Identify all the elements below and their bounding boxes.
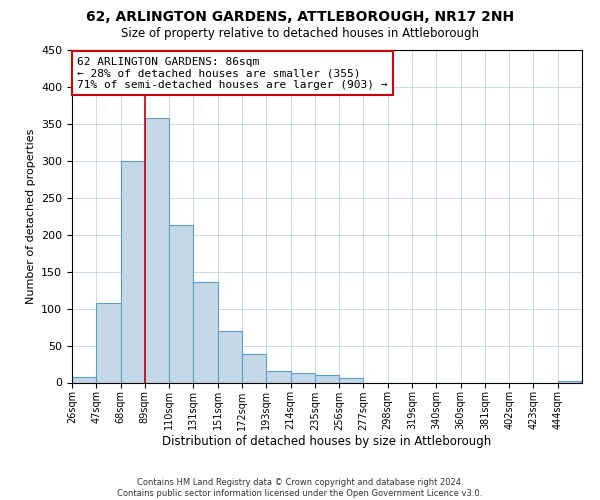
Y-axis label: Number of detached properties: Number of detached properties <box>26 128 35 304</box>
Bar <box>72 376 96 382</box>
Text: Contains HM Land Registry data © Crown copyright and database right 2024.
Contai: Contains HM Land Registry data © Crown c… <box>118 478 482 498</box>
Bar <box>266 372 290 382</box>
Bar <box>339 378 364 382</box>
Bar <box>145 118 169 382</box>
Bar <box>193 282 218 382</box>
Text: 62, ARLINGTON GARDENS, ATTLEBOROUGH, NR17 2NH: 62, ARLINGTON GARDENS, ATTLEBOROUGH, NR1… <box>86 10 514 24</box>
Text: 62 ARLINGTON GARDENS: 86sqm
← 28% of detached houses are smaller (355)
71% of se: 62 ARLINGTON GARDENS: 86sqm ← 28% of det… <box>77 56 388 90</box>
X-axis label: Distribution of detached houses by size in Attleborough: Distribution of detached houses by size … <box>163 435 491 448</box>
Bar <box>96 302 121 382</box>
Bar <box>169 225 193 382</box>
Bar <box>290 373 315 382</box>
Bar <box>121 161 145 382</box>
Text: Size of property relative to detached houses in Attleborough: Size of property relative to detached ho… <box>121 28 479 40</box>
Bar <box>242 354 266 382</box>
Bar <box>315 375 339 382</box>
Bar <box>218 331 242 382</box>
Bar <box>558 381 582 382</box>
